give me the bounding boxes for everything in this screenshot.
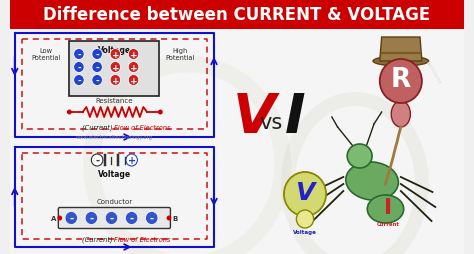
Bar: [10, 30, 464, 254]
Text: -: -: [95, 50, 99, 59]
Circle shape: [92, 49, 102, 60]
Ellipse shape: [296, 210, 314, 228]
Text: -: -: [89, 213, 93, 223]
Text: V: V: [233, 91, 276, 145]
Text: Flow of Electrons: Flow of Electrons: [114, 124, 171, 131]
Text: -: -: [109, 213, 114, 223]
Text: Current: Current: [377, 221, 400, 226]
Circle shape: [73, 49, 84, 60]
Circle shape: [92, 62, 102, 73]
Circle shape: [110, 75, 120, 86]
Text: +: +: [111, 63, 119, 72]
Circle shape: [128, 75, 139, 86]
Text: Voltage: Voltage: [98, 169, 131, 178]
Text: -: -: [77, 76, 81, 85]
Ellipse shape: [391, 102, 410, 128]
Circle shape: [73, 75, 84, 86]
Ellipse shape: [373, 57, 428, 67]
Circle shape: [146, 212, 158, 225]
Circle shape: [158, 110, 163, 115]
Text: -: -: [129, 213, 134, 223]
Text: -: -: [150, 213, 154, 223]
Text: www.electricaltechnology.org: www.electricaltechnology.org: [76, 134, 153, 139]
Text: Conductor: Conductor: [96, 198, 132, 204]
Bar: [69, 42, 159, 97]
Circle shape: [65, 212, 77, 225]
Ellipse shape: [347, 145, 372, 168]
Ellipse shape: [346, 162, 398, 200]
Circle shape: [128, 49, 139, 60]
Text: +: +: [111, 76, 119, 85]
Circle shape: [126, 212, 138, 225]
Text: Flow of Electrons: Flow of Electrons: [114, 236, 171, 242]
Text: +: +: [130, 63, 137, 72]
Text: +: +: [111, 50, 119, 59]
Text: -: -: [69, 213, 73, 223]
Text: Resistance: Resistance: [96, 98, 133, 104]
Circle shape: [57, 216, 62, 221]
Circle shape: [92, 75, 102, 86]
Ellipse shape: [367, 195, 404, 223]
Circle shape: [166, 216, 172, 221]
Circle shape: [85, 212, 98, 225]
Text: R: R: [391, 67, 411, 93]
Text: Voltage: Voltage: [98, 45, 131, 54]
Text: (Current): (Current): [82, 236, 114, 242]
Circle shape: [284, 172, 326, 216]
Circle shape: [67, 110, 72, 115]
Text: Resistance: Resistance: [425, 60, 442, 85]
Text: I: I: [384, 197, 392, 217]
Circle shape: [128, 62, 139, 73]
Text: +: +: [128, 155, 136, 165]
Text: +: +: [130, 76, 137, 85]
Text: I: I: [285, 91, 306, 145]
Text: -: -: [95, 155, 99, 165]
Text: Difference between CURRENT & VOLTAGE: Difference between CURRENT & VOLTAGE: [44, 6, 430, 24]
Text: Voltage: Voltage: [293, 229, 317, 234]
Circle shape: [91, 154, 103, 166]
Text: -: -: [77, 50, 81, 59]
Text: -: -: [77, 63, 81, 72]
Circle shape: [110, 49, 120, 60]
Text: -: -: [95, 76, 99, 85]
Text: V: V: [295, 180, 315, 204]
Circle shape: [126, 154, 137, 166]
Text: -: -: [95, 63, 99, 72]
FancyBboxPatch shape: [58, 208, 171, 229]
Bar: [10, 0, 464, 30]
Text: (Current): (Current): [82, 124, 114, 131]
Circle shape: [110, 62, 120, 73]
Circle shape: [380, 60, 422, 104]
Polygon shape: [380, 38, 422, 62]
Text: Low
Potential: Low Potential: [32, 48, 61, 61]
Text: B: B: [173, 215, 178, 221]
Text: vs: vs: [259, 113, 283, 133]
Circle shape: [105, 212, 118, 225]
Text: A: A: [51, 215, 56, 221]
Text: +: +: [130, 50, 137, 59]
Circle shape: [73, 62, 84, 73]
Text: High
Potential: High Potential: [166, 48, 195, 61]
